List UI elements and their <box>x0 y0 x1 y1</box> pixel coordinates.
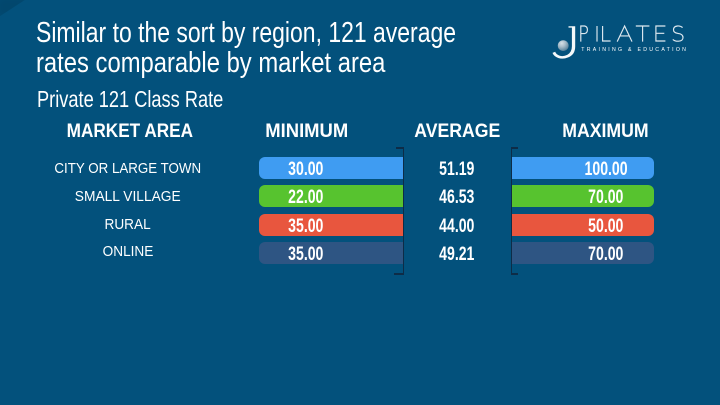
svg-text:TRAINING & EDUCATION: TRAINING & EDUCATION <box>581 47 688 53</box>
